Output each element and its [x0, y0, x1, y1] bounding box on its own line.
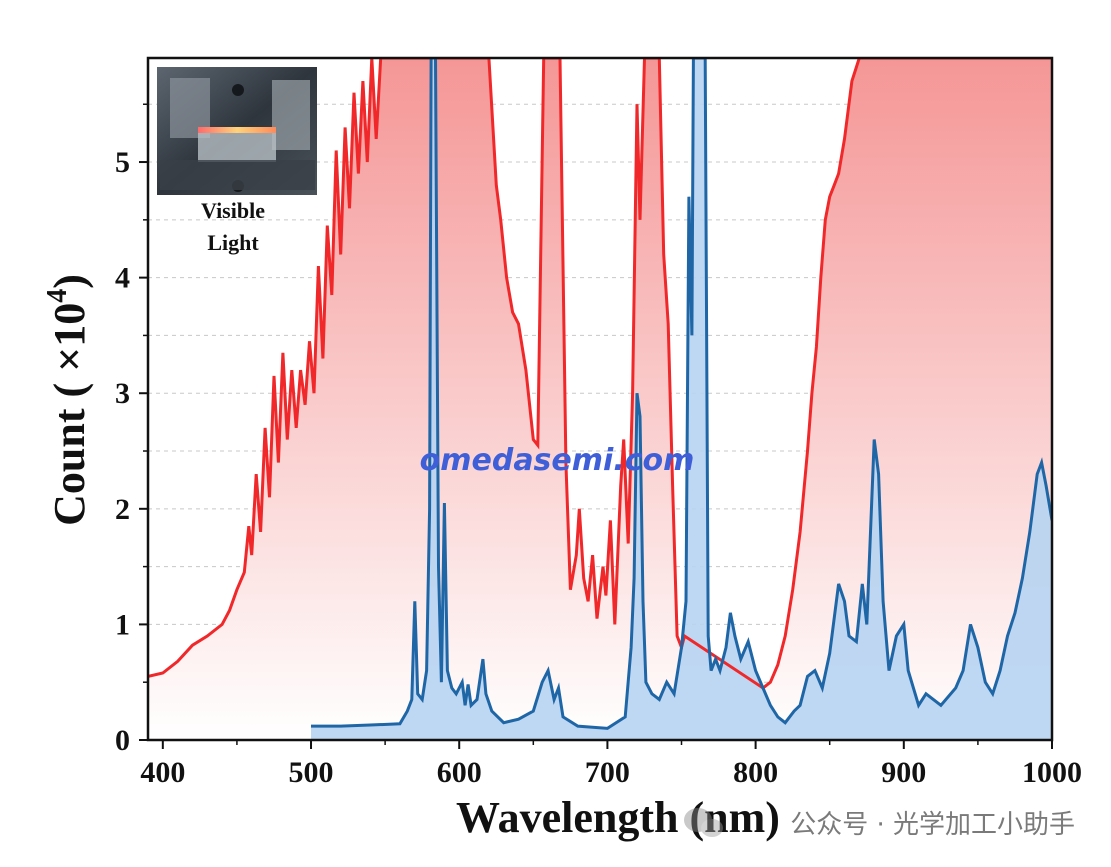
- inset-label-line1: Visible: [201, 198, 265, 223]
- inset-photo: [157, 67, 317, 195]
- y-tick-label: 0: [115, 724, 130, 757]
- wechat-icon: [684, 808, 723, 837]
- x-tick-label: 700: [585, 756, 630, 789]
- series-blue-fill: [311, 58, 1052, 740]
- inset-label-line2: Light: [207, 230, 259, 255]
- y-tick-label: 4: [115, 262, 130, 295]
- y-tick-label: 5: [115, 146, 130, 179]
- watermark-text: omedasemi.com: [420, 443, 695, 478]
- series-blue-line: [311, 58, 1052, 730]
- y-tick-label: 1: [115, 608, 130, 641]
- x-tick-label: 900: [881, 756, 926, 789]
- x-axis: 400 500 600 700 800 900 1000: [140, 740, 1082, 789]
- x-tick-label: 400: [140, 756, 185, 789]
- y-axis: 0 1 2 3 4 5: [115, 103, 148, 757]
- x-tick-label: 600: [437, 756, 482, 789]
- x-axis-label: Wavelength (nm): [456, 793, 780, 842]
- x-tick-label: 500: [289, 756, 334, 789]
- y-tick-label: 3: [115, 377, 130, 410]
- y-axis-label: Count ( ×104): [42, 274, 94, 526]
- y-tick-label: 2: [115, 493, 130, 526]
- series-red-line: [148, 58, 1052, 690]
- plot-frame: [146, 56, 1054, 742]
- x-tick-label: 1000: [1022, 756, 1082, 789]
- footer-caption: 公众号 · 光学加工小助手: [790, 810, 1075, 840]
- x-tick-label: 800: [733, 756, 778, 789]
